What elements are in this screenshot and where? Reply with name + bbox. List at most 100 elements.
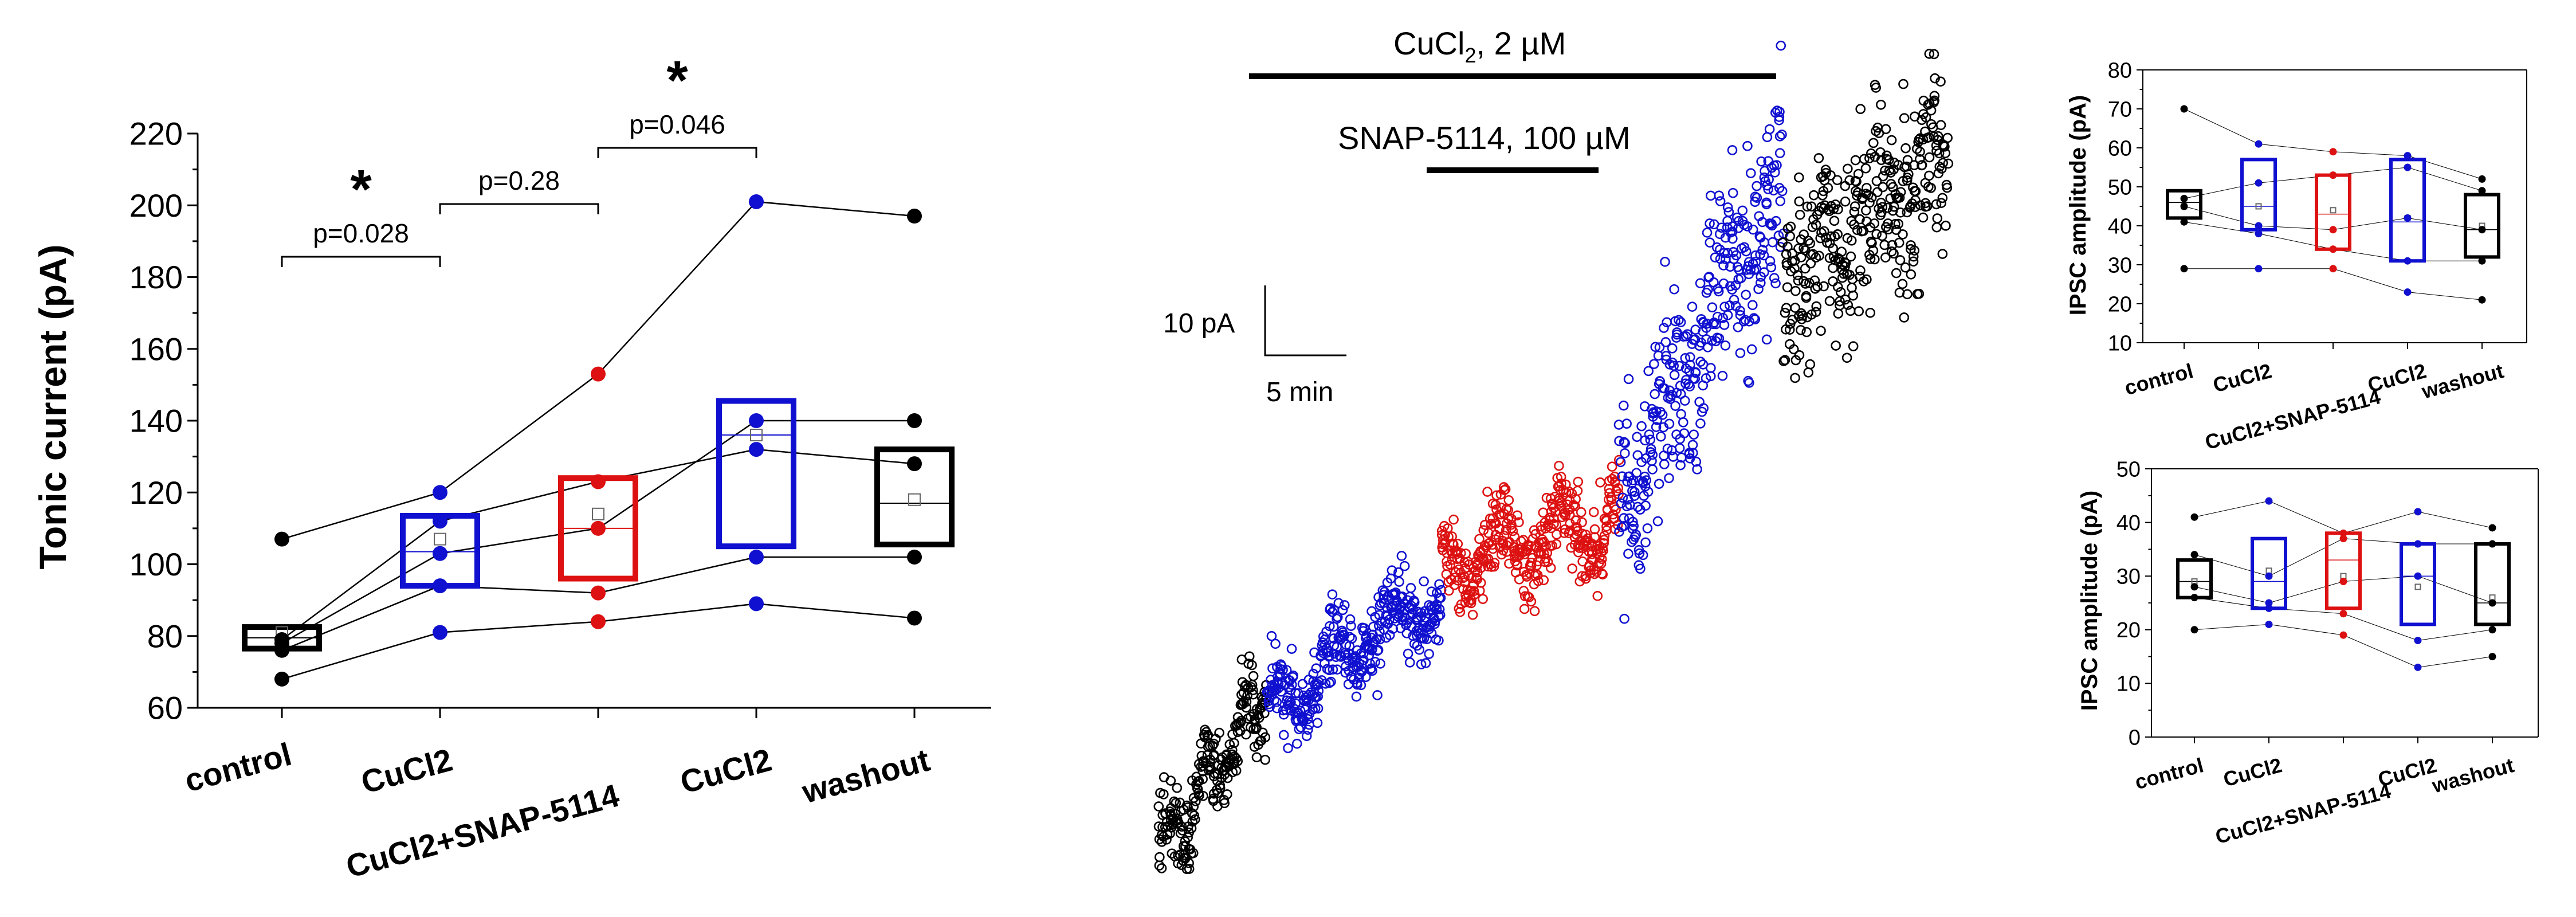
trace-point xyxy=(1753,284,1764,295)
trace-point xyxy=(1883,218,1893,229)
trace-point xyxy=(1589,524,1600,535)
trace-point xyxy=(1774,183,1785,193)
x-tick-label: CuCl2+SNAP-5114 xyxy=(2213,779,2393,848)
trace-point xyxy=(1843,300,1854,310)
trace-point xyxy=(1802,201,1813,212)
trace-point xyxy=(1567,563,1577,574)
trace-point xyxy=(1836,246,1847,257)
trace-point xyxy=(1880,124,1891,135)
y-tick-label: 30 xyxy=(2116,565,2141,589)
trace-point xyxy=(1591,566,1602,577)
trace-point xyxy=(1866,192,1877,203)
trace-point xyxy=(1718,278,1729,289)
trace-point xyxy=(1718,260,1729,271)
trace-point xyxy=(1599,538,1609,548)
trace-point xyxy=(1614,436,1624,446)
trace-point xyxy=(1849,220,1859,230)
trace-point xyxy=(1855,214,1865,225)
trace-point xyxy=(1816,326,1826,336)
trace-point xyxy=(1244,651,1255,662)
trace-point xyxy=(1917,160,1927,170)
trace-point xyxy=(1698,403,1709,414)
trace-point xyxy=(1487,543,1498,554)
trace-point xyxy=(1370,657,1381,667)
y-tick-label: 50 xyxy=(2108,175,2132,199)
trace-point xyxy=(1794,210,1805,220)
trace-point xyxy=(1695,278,1706,289)
trace-point xyxy=(1570,501,1580,511)
trace-point xyxy=(1192,783,1203,794)
trace-point xyxy=(1723,207,1734,217)
subject-line xyxy=(2194,624,2493,668)
data-point xyxy=(2255,140,2263,148)
trace-point xyxy=(1840,294,1851,305)
trace-point xyxy=(1628,516,1638,527)
trace-point xyxy=(1790,285,1801,296)
trace-point xyxy=(1231,765,1242,776)
trace-point xyxy=(1841,352,1852,363)
trace-point xyxy=(1541,540,1551,551)
trace-point xyxy=(1715,196,1726,206)
trace-point xyxy=(1622,476,1632,487)
trace-point xyxy=(1935,76,1946,87)
trace-point xyxy=(1777,186,1788,197)
mean-marker xyxy=(908,493,921,506)
trace-point xyxy=(1526,596,1537,607)
trace-point xyxy=(1676,409,1686,420)
y-tick-label: 70 xyxy=(2108,97,2132,122)
trace-point xyxy=(1668,360,1679,371)
data-point xyxy=(907,610,922,626)
trace-point xyxy=(1899,113,1910,123)
trace-point xyxy=(1895,255,1906,265)
trace-point xyxy=(1915,200,1926,211)
trace-point xyxy=(1352,679,1362,690)
trace-point xyxy=(1521,546,1531,557)
trace-point xyxy=(1733,322,1743,332)
cucl2-label-sub: 2 xyxy=(1464,44,1476,67)
trace-point xyxy=(1929,95,1939,106)
trace-point xyxy=(1876,198,1886,208)
trace-point xyxy=(1748,300,1758,311)
trace-point xyxy=(1799,276,1809,287)
trace-point xyxy=(1774,148,1785,158)
trace-point xyxy=(1654,342,1665,352)
trace-point xyxy=(1727,187,1738,198)
y-tick-label: 180 xyxy=(129,259,183,295)
trace-point xyxy=(1854,306,1864,316)
trace-point xyxy=(1324,621,1335,632)
scale-bar-x-label: 5 min xyxy=(1266,377,1333,407)
box xyxy=(2464,193,2500,259)
trace-point xyxy=(1876,99,1886,110)
y-tick-label: 220 xyxy=(129,116,183,152)
trace-point xyxy=(1278,664,1288,675)
trace-point xyxy=(1851,186,1861,197)
trace-point xyxy=(1792,270,1803,280)
trace-point xyxy=(1671,332,1682,343)
trace-point xyxy=(1240,729,1251,740)
trace-point xyxy=(1746,344,1757,355)
trace-point xyxy=(1551,539,1562,550)
trace-point xyxy=(1224,739,1235,750)
data-point xyxy=(749,549,764,565)
data-point xyxy=(2190,513,2198,521)
trace-point xyxy=(1924,49,1935,59)
trace-point xyxy=(1865,307,1876,318)
trace-point xyxy=(1241,702,1251,713)
trace-point xyxy=(1519,604,1530,614)
significance-star: * xyxy=(666,50,688,111)
trace-point xyxy=(1801,327,1812,338)
trace-point xyxy=(1503,495,1514,505)
data-point xyxy=(2339,535,2347,543)
trace-point xyxy=(1817,190,1828,201)
trace-point xyxy=(1819,281,1829,292)
trace-point xyxy=(1156,837,1167,847)
x-tick-label: CuCl2+SNAP-5114 xyxy=(2202,385,2383,454)
trace-point xyxy=(1832,229,1843,240)
trace-point xyxy=(1748,224,1758,235)
trace-point xyxy=(1675,460,1686,471)
trace-point xyxy=(1215,780,1226,791)
trace-point xyxy=(1635,563,1646,574)
trace-point xyxy=(1667,343,1678,354)
trace-point xyxy=(1761,199,1772,210)
data-point xyxy=(2190,594,2198,602)
